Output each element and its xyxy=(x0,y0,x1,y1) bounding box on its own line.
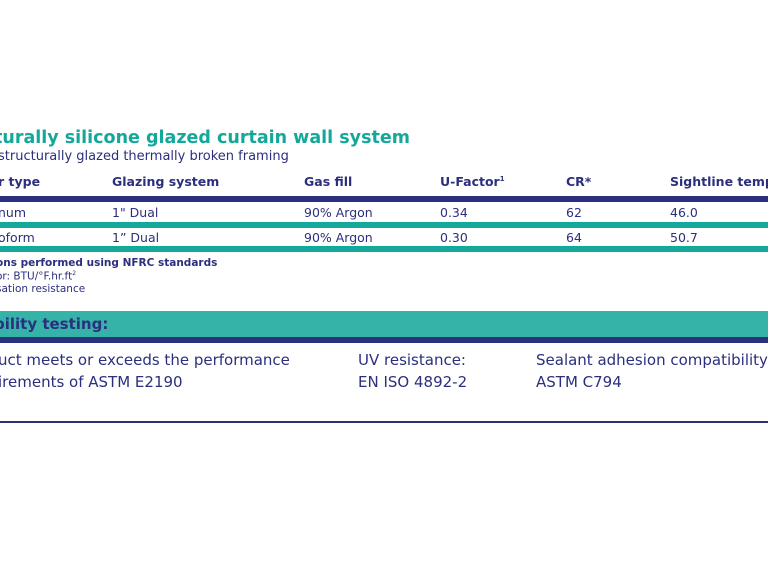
header-glazing-system: Glazing system xyxy=(112,174,220,189)
header-sightline-temp: Sightline temp xyxy=(670,174,768,189)
row-1-frame-type: num xyxy=(0,205,27,220)
header-frame-type: r type xyxy=(0,174,41,189)
testing-astm-e2190-line-2: irements of ASTM E2190 xyxy=(0,373,183,391)
header-gas-fill: Gas fill xyxy=(304,174,353,189)
header-divider xyxy=(0,196,768,202)
testing-uv-resistance-label: UV resistance: xyxy=(358,351,466,369)
section-header-band xyxy=(0,311,768,337)
row-1-gas-fill: 90% Argon xyxy=(304,205,373,220)
section-divider xyxy=(0,337,768,343)
row-2-sightline-temp: 50.7 xyxy=(670,230,698,245)
row-2-gas-fill: 90% Argon xyxy=(304,230,373,245)
row-1-glazing-system: 1" Dual xyxy=(112,205,159,220)
section-title: bility testing: xyxy=(0,315,109,333)
bottom-rule xyxy=(0,421,768,423)
header-cr: CR* xyxy=(566,174,592,189)
footnote-condensation: sation resistance xyxy=(0,283,86,295)
footnote-u-factor-units-text: or: BTU/°F.hr.ft xyxy=(0,270,73,283)
row-1-cr: 62 xyxy=(566,205,582,220)
page-title: turally silicone glazed curtain wall sys… xyxy=(0,128,410,148)
header-u-factor-label: U-Factor xyxy=(440,174,500,189)
testing-sealant-adhesion-label: Sealant adhesion compatibility: xyxy=(536,351,768,369)
testing-uv-resistance-standard: EN ISO 4892-2 xyxy=(358,373,468,391)
testing-sealant-adhesion-standard: ASTM C794 xyxy=(536,373,622,391)
row-2-cr: 64 xyxy=(566,230,582,245)
testing-astm-e2190-line-1: uct meets or exceeds the performance xyxy=(0,351,290,369)
footnote-standards: ons performed using NFRC standards xyxy=(0,257,218,269)
row-2-frame-type: oform xyxy=(0,230,35,245)
page-subtitle: structurally glazed thermally broken fra… xyxy=(0,149,289,164)
footnote-u-factor-units-sup: 2 xyxy=(72,270,77,277)
table-bottom-divider xyxy=(0,246,768,252)
row-2-glazing-system: 1” Dual xyxy=(112,230,160,245)
row-2-u-factor: 0.30 xyxy=(440,230,468,245)
header-u-factor: U-Factor1 xyxy=(440,174,505,189)
row-divider xyxy=(0,222,768,228)
footnote-u-factor-units: or: BTU/°F.hr.ft2 xyxy=(0,270,76,283)
header-u-factor-footnote: 1 xyxy=(499,174,505,183)
row-1-sightline-temp: 46.0 xyxy=(670,205,698,220)
row-1-u-factor: 0.34 xyxy=(440,205,468,220)
